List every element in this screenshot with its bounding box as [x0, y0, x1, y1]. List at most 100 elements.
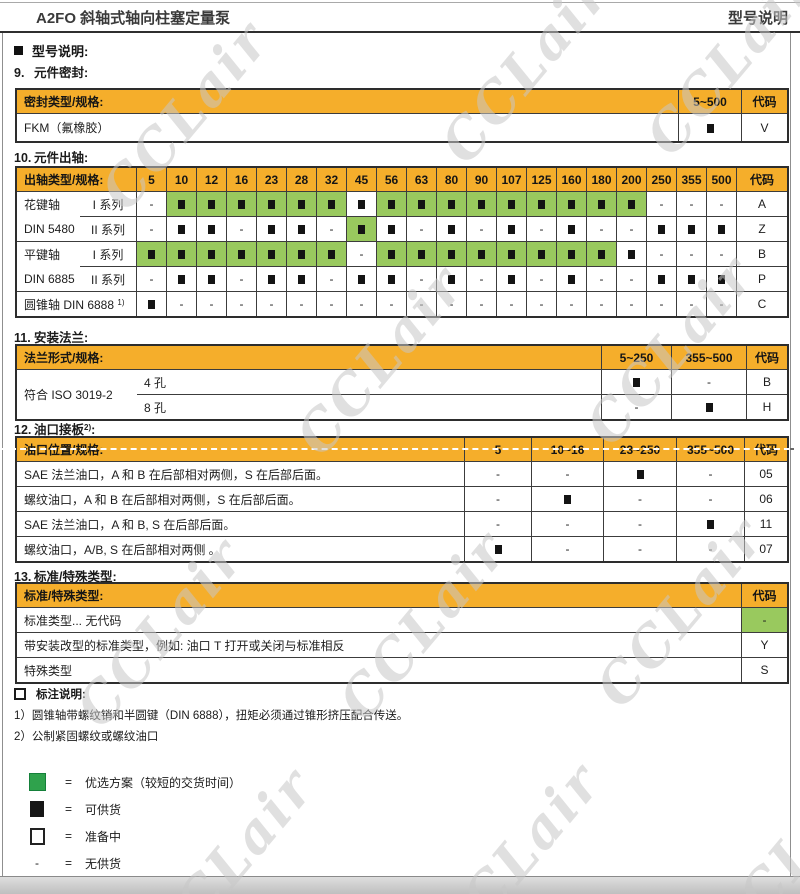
availability-cell — [677, 217, 707, 242]
unavailable-cell: - — [137, 267, 167, 292]
availability-cell — [287, 192, 317, 217]
preferred-square-icon — [268, 200, 275, 210]
availability-cell — [677, 512, 745, 537]
size-column-header: 16 — [227, 168, 257, 192]
unavailable-cell: - — [317, 267, 347, 292]
available-square-icon — [178, 275, 185, 285]
top-rule — [0, 2, 800, 3]
code-cell: Y — [742, 633, 787, 658]
unavailable-cell: - — [407, 267, 437, 292]
code-cell: B — [737, 242, 787, 267]
availability-cell — [167, 217, 197, 242]
unavailable-cell: - — [647, 242, 677, 267]
unavailable-cell: - — [227, 217, 257, 242]
preferred-square-icon — [238, 250, 245, 260]
unavailable-cell: - — [677, 487, 745, 512]
available-square-icon — [448, 275, 455, 285]
available-square-icon — [298, 275, 305, 285]
row-label-cell: SAE 法兰油口，A 和 B, S 在后部后面。 — [17, 512, 465, 537]
unavailable-cell: - — [465, 462, 532, 487]
availability-cell — [377, 267, 407, 292]
size-column-header: 80 — [437, 168, 467, 192]
table-row: 平键轴 I 系列 - - - - B — [17, 242, 787, 267]
availability-cell — [647, 267, 677, 292]
unavailable-cell: - — [604, 487, 677, 512]
preferred-square-icon — [478, 200, 485, 210]
group-label-cell: 符合 ISO 3019-2 — [17, 370, 137, 419]
availability-cell — [467, 192, 497, 217]
section-11-title: 11. 安装法兰: — [14, 331, 89, 345]
availability-cell — [557, 267, 587, 292]
size-column-header: 5 — [137, 168, 167, 192]
code-cell: V — [742, 114, 787, 141]
availability-cell — [197, 267, 227, 292]
size-column-header: 355 — [677, 168, 707, 192]
available-square-icon — [178, 225, 185, 235]
table-row: FKM（氟橡胶） V — [17, 114, 787, 141]
available-square-icon — [494, 545, 502, 555]
unavailable-cell: - — [287, 292, 317, 316]
legend-item-available: = 可供货 — [28, 799, 121, 819]
column-header: 10~16 — [532, 438, 604, 462]
mounting-flange-table-grid: 法兰形式/规格: 5~250 355~500 代码 符合 ISO 3019-2 4 孔-B… — [15, 344, 789, 421]
standard-special-type-table-grid: 标准/特殊类型: 代码 标准类型... 无代码 - 带安装改型的标准类型，例如: 油口 … — [15, 582, 789, 684]
availability-cell — [672, 395, 747, 419]
availability-cell — [257, 267, 287, 292]
unavailable-cell: - — [467, 267, 497, 292]
availability-cell — [437, 192, 467, 217]
unavailable-cell: - — [707, 192, 737, 217]
row-label-cell: 特殊类型 — [17, 658, 742, 682]
availability-cell — [287, 217, 317, 242]
unavailable-cell: - — [604, 537, 677, 561]
preferred-square-icon — [538, 250, 545, 260]
code-cell: A — [737, 192, 787, 217]
table-row: SAE 法兰油口，A 和 B 在后部相对两侧，S 在后部后面。 - - -05 — [17, 462, 787, 487]
section-13-title: 13. 标准/特殊类型: — [14, 570, 117, 584]
unavailable-dash-icon: - — [35, 856, 39, 870]
size-column-header: 32 — [317, 168, 347, 192]
preferred-square-icon — [178, 200, 185, 210]
page-bottom-edge — [0, 876, 800, 894]
unavailable-cell: - — [467, 292, 497, 316]
unavailable-cell: - — [137, 217, 167, 242]
unavailable-cell: - — [647, 292, 677, 316]
series-cell: II 系列 — [80, 217, 137, 242]
unavailable-cell: - — [557, 292, 587, 316]
available-square-icon — [718, 275, 725, 285]
size-column-header: 10 — [167, 168, 197, 192]
available-square-icon — [268, 225, 275, 235]
availability-cell — [257, 242, 287, 267]
available-square-icon — [298, 225, 305, 235]
unavailable-cell: - — [347, 292, 377, 316]
unavailable-cell: - — [497, 292, 527, 316]
unavailable-cell: - — [467, 217, 497, 242]
output-shaft-table-grid: 出轴类型/规格: 5 10 12 16 23 28 32 45 56 63 80 90 107 125 160… — [15, 166, 789, 318]
unavailable-cell: - — [617, 267, 647, 292]
size-column-header: 180 — [587, 168, 617, 192]
availability-cell — [167, 267, 197, 292]
unavailable-cell: - — [672, 370, 747, 395]
notes-heading: 标注说明: — [14, 686, 86, 702]
preferred-square-icon — [208, 250, 215, 260]
available-square-icon — [358, 200, 365, 210]
code-cell: 06 — [745, 487, 787, 512]
size-column-header: 63 — [407, 168, 437, 192]
available-square-icon — [568, 225, 575, 235]
availability-cell — [197, 192, 227, 217]
availability-cell — [377, 242, 407, 267]
shaft-type-cell: DIN 6885 — [17, 267, 80, 292]
preferred-square-icon — [508, 200, 515, 210]
availability-cell — [377, 192, 407, 217]
shaft-type-cell: 平键轴 — [17, 242, 80, 267]
column-header: 355~500 — [677, 438, 745, 462]
size-column-header: 45 — [347, 168, 377, 192]
filled-square-bullet-icon — [14, 46, 23, 55]
availability-cell — [465, 537, 532, 561]
unavailable-cell: - — [197, 292, 227, 316]
preferred-square-icon — [418, 200, 425, 210]
footnote-2: 2）公制紧固螺纹或螺纹油口 — [14, 731, 159, 743]
availability-cell — [287, 267, 317, 292]
unavailable-cell: - — [532, 512, 604, 537]
code-cell: S — [742, 658, 787, 682]
